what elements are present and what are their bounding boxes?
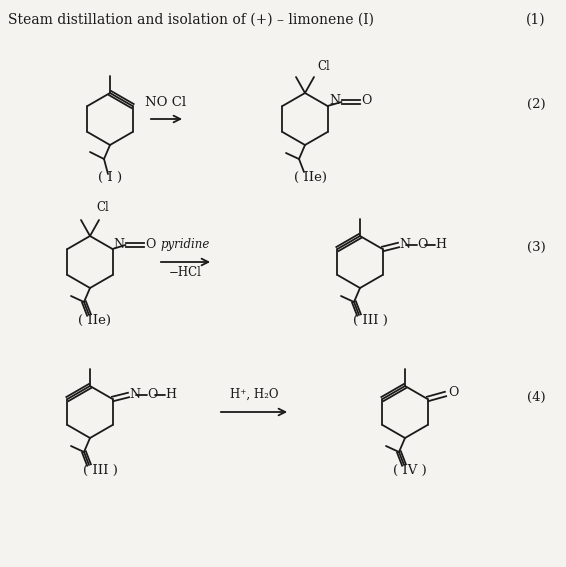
Text: ( III ): ( III ): [353, 314, 388, 327]
Text: ( IIе): ( IIе): [79, 314, 112, 327]
Text: (2): (2): [527, 98, 545, 111]
Text: Cl: Cl: [317, 60, 330, 73]
Text: ( IIе): ( IIе): [294, 171, 327, 184]
Text: N: N: [400, 238, 410, 251]
Text: Steam distillation and isolation of (+) – limonene (I): Steam distillation and isolation of (+) …: [8, 13, 374, 27]
Text: H⁺, H₂O: H⁺, H₂O: [230, 388, 278, 401]
Text: pyridine: pyridine: [160, 238, 209, 251]
Text: (1): (1): [526, 13, 546, 27]
Text: O: O: [148, 387, 158, 400]
Text: (4): (4): [527, 391, 545, 404]
Text: −HCl: −HCl: [169, 266, 201, 279]
Text: H: H: [435, 238, 447, 251]
Text: O: O: [362, 95, 372, 108]
Text: H: H: [165, 387, 177, 400]
Text: N: N: [329, 95, 341, 108]
Text: O: O: [145, 238, 156, 251]
Text: NO Cl: NO Cl: [145, 96, 187, 109]
Text: ( I ): ( I ): [98, 171, 122, 184]
Text: (3): (3): [526, 240, 546, 253]
Text: N: N: [114, 238, 125, 251]
Text: O: O: [448, 387, 459, 400]
Text: N: N: [130, 387, 140, 400]
Text: Cl: Cl: [96, 201, 109, 214]
Text: ( III ): ( III ): [83, 464, 117, 477]
Text: O: O: [418, 238, 428, 251]
Text: ( IV ): ( IV ): [393, 464, 427, 477]
